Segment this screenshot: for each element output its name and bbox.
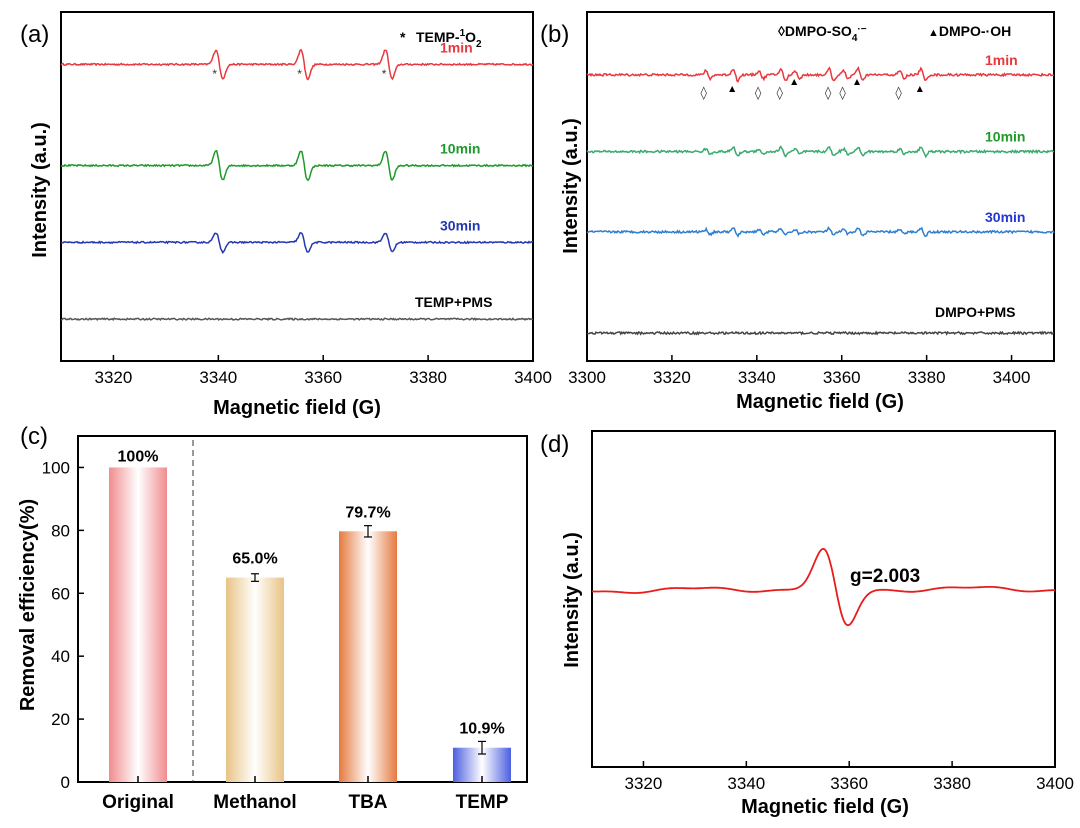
triangle-marker (916, 86, 923, 92)
panel-a-legend: * TEMP-1O2 (400, 28, 482, 50)
legend-star-marker: * (400, 29, 406, 45)
panel-d-x-ticks: 3320 3340 3360 3380 3400 (625, 761, 1074, 793)
x-tick-label: 3380 (409, 368, 447, 387)
triangle-marker (729, 86, 736, 92)
panel-b-legend: ◊DMPO-SO4·− ▲DMPO-·OH (778, 23, 1011, 44)
bar-tba (339, 531, 397, 782)
trace-temp-pms (61, 317, 534, 322)
panel-c-plot-area: 0 20 40 60 80 100 100% Original 65.0% Methanol 79.… (42, 440, 511, 813)
panel-a-x-label: Magnetic field (G) (213, 397, 381, 419)
diamond-marker: ◊ (839, 86, 846, 101)
peak-star-marker: * (297, 67, 302, 81)
panel-b-plot-area: 1min 10min 30min DMPO+PMS ◊ ◊ ◊ ◊ ◊ ◊ (586, 52, 1055, 336)
bar-value-label: 79.7% (345, 504, 390, 521)
panel-d-x-label: Magnetic field (G) (741, 796, 909, 818)
g-value-annotation: g=2.003 (850, 566, 920, 587)
panel-d-y-label: Intensity (a.u.) (561, 532, 583, 668)
panel-d: (d) 3320 3340 3360 3380 3400 Magnetic field … (540, 430, 1074, 818)
diamond-marker: ◊ (755, 86, 762, 101)
diamond-marker: ◊ (701, 86, 708, 101)
x-tick-label: 3380 (908, 368, 946, 387)
epr-spectrum-line (592, 547, 1055, 627)
bar-value-label: 10.9% (459, 721, 504, 738)
trace-30min (586, 226, 1055, 238)
trace-label: 1min (985, 52, 1018, 68)
panel-d-letter: (d) (540, 431, 569, 458)
x-tick-label: 3400 (514, 368, 552, 387)
trace-1min (586, 65, 1055, 83)
trace-10min (60, 149, 534, 182)
category-label: TEMP (456, 792, 509, 813)
x-tick-label: 3300 (568, 368, 606, 387)
panel-a-plot-area: 1min 10min 30min TEMP+PMS * * * (60, 39, 534, 322)
trace-label: 30min (440, 217, 480, 233)
panel-b-y-label: Intensity (a.u.) (560, 118, 582, 254)
legend-triangle-label: ▲DMPO-·OH (928, 23, 1011, 39)
bar-value-label: 65.0% (232, 551, 277, 568)
panel-a-x-ticks: 3320 3340 3360 3380 3400 (95, 355, 552, 387)
trace-label: DMPO+PMS (935, 304, 1016, 320)
panel-b-frame (586, 11, 1055, 362)
peak-star-marker: * (382, 67, 387, 81)
panel-b-letter: (b) (540, 21, 569, 48)
y-tick-label: 0 (61, 773, 70, 792)
trace-1min (60, 48, 534, 81)
y-tick-label: 80 (51, 521, 70, 540)
triangle-marker (791, 79, 798, 85)
category-label: TBA (348, 792, 387, 813)
trace-label: 10min (440, 141, 480, 157)
trace-label: TEMP+PMS (415, 294, 492, 310)
trace-label: 1min (440, 39, 473, 55)
panel-c-y-label: Removal efficiency(%) (17, 499, 39, 711)
panel-a-letter: (a) (20, 21, 49, 48)
x-tick-label: 3400 (993, 368, 1031, 387)
diamond-marker: ◊ (895, 86, 902, 101)
panel-b: (b) 1min 10min 30min DMPO+PMS ◊ ◊ ◊ ◊ ◊ ◊ 3300 332… (540, 11, 1055, 413)
bar-methanol (226, 577, 284, 782)
x-tick-label: 3340 (199, 368, 237, 387)
x-tick-label: 3360 (304, 368, 342, 387)
y-tick-label: 20 (51, 710, 70, 729)
peak-star-marker: * (212, 67, 217, 81)
panel-d-plot-area (592, 547, 1055, 627)
panel-d-frame (591, 430, 1056, 768)
x-tick-label: 3320 (95, 368, 133, 387)
panel-c-frame (77, 435, 528, 783)
legend-temp-label: TEMP-1O2 (416, 28, 482, 50)
panel-b-x-ticks: 3300 3320 3340 3360 3380 3400 (568, 355, 1030, 387)
legend-diamond-label: ◊DMPO-SO4·− (778, 23, 867, 44)
bar-value-label: 100% (118, 448, 159, 465)
x-tick-label: 3400 (1036, 774, 1074, 793)
x-tick-label: 3320 (653, 368, 691, 387)
x-tick-label: 3340 (738, 368, 776, 387)
category-label: Original (102, 792, 174, 813)
y-tick-label: 40 (51, 647, 70, 666)
x-tick-label: 3360 (823, 368, 861, 387)
panel-c-letter: (c) (20, 423, 48, 450)
x-tick-label: 3340 (727, 774, 765, 793)
x-tick-label: 3360 (830, 774, 868, 793)
panel-b-x-label: Magnetic field (G) (736, 391, 904, 413)
trace-label: 30min (985, 209, 1025, 225)
diamond-marker: ◊ (777, 86, 784, 101)
trace-label: 10min (985, 129, 1025, 145)
trace-dmpo-pms (587, 330, 1055, 336)
triangle-marker (854, 79, 861, 85)
x-tick-label: 3380 (933, 774, 971, 793)
y-tick-label: 60 (51, 584, 70, 603)
panel-a-y-label: Intensity (a.u.) (29, 122, 51, 258)
panel-a-frame (60, 11, 534, 362)
bar-original (109, 467, 167, 782)
diamond-marker: ◊ (825, 86, 832, 101)
trace-30min (60, 232, 533, 254)
panel-c: (c) 0 20 40 60 80 100 100% Original 65.0% Methano… (17, 423, 528, 813)
y-tick-label: 100 (42, 458, 70, 477)
trace-10min (586, 145, 1055, 159)
x-tick-label: 3320 (625, 774, 663, 793)
category-label: Methanol (213, 792, 296, 813)
